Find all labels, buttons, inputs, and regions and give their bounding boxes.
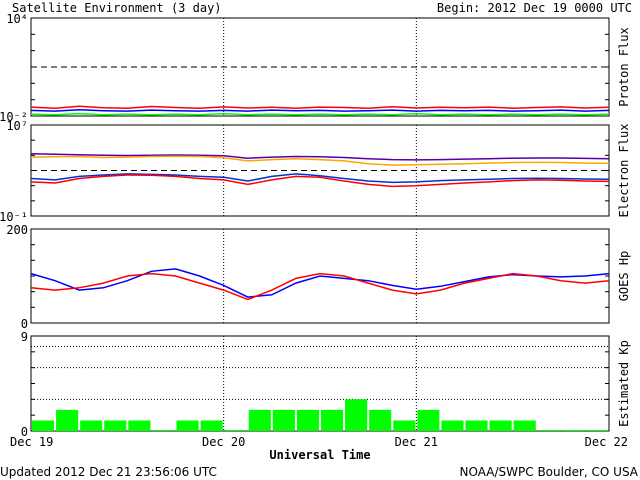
y-tick-label: 10⁻¹: [0, 210, 28, 224]
series-line: [30, 105, 610, 109]
kp-bar: [321, 409, 344, 431]
credit-label: NOAA/SWPC Boulder, CO USA: [459, 465, 638, 479]
updated-timestamp: Updated 2012 Dec 21 23:56:06 UTC: [0, 465, 217, 479]
y-axis-label: Proton Flux: [617, 27, 631, 106]
series-line: [30, 174, 610, 188]
kp-bar: [200, 420, 223, 431]
series-line: [30, 155, 610, 166]
panel-frame: [30, 335, 610, 432]
series-line: [30, 112, 610, 116]
series-line: [30, 109, 610, 112]
kp-bar: [513, 420, 536, 431]
kp-bar: [104, 420, 127, 431]
kp-bar: [128, 420, 151, 431]
begin-time: Begin: 2012 Dec 19 0000 UTC: [436, 1, 632, 15]
x-tick-label: Dec 20: [202, 435, 245, 449]
y-axis-label: GOES Hp: [617, 251, 631, 302]
kp-bar: [393, 420, 416, 431]
kp-bar: [417, 409, 440, 431]
kp-bar: [272, 409, 295, 431]
x-axis-label: Universal Time: [269, 448, 370, 462]
kp-bar: [152, 429, 175, 431]
y-tick-label: 0: [21, 425, 28, 439]
y-tick-label: 0: [21, 317, 28, 331]
kp-bar: [585, 429, 608, 431]
x-tick-label: Dec 19: [10, 435, 53, 449]
kp-bar: [248, 409, 271, 431]
kp-bar: [441, 420, 464, 431]
y-tick-label: 200: [6, 223, 28, 237]
kp-bar: [465, 420, 488, 431]
chart-title: Satellite Environment (3 day): [12, 1, 222, 15]
kp-bar: [489, 420, 512, 431]
series-line: [30, 173, 610, 184]
kp-bar: [176, 420, 199, 431]
kp-bar: [80, 420, 103, 431]
kp-bar: [537, 429, 560, 431]
y-axis-label: Electron Flux: [617, 124, 631, 218]
kp-bar: [345, 399, 368, 431]
kp-bar: [32, 420, 55, 431]
kp-bar: [369, 409, 392, 431]
series-line: [30, 272, 610, 301]
y-tick-label: 9: [21, 330, 28, 344]
y-axis-label: Estimated Kp: [617, 340, 631, 427]
y-tick-label: 10⁻²: [0, 110, 28, 124]
series-line: [30, 268, 610, 298]
kp-bar: [561, 429, 584, 431]
y-tick-label: 10⁴: [6, 12, 28, 26]
kp-bar: [224, 429, 247, 431]
x-tick-label: Dec 21: [395, 435, 438, 449]
kp-bar: [56, 409, 79, 431]
series-line: [30, 152, 610, 161]
y-tick-label: 10⁷: [6, 119, 28, 133]
x-tick-label: Dec 22: [585, 435, 628, 449]
kp-bar: [296, 409, 319, 431]
